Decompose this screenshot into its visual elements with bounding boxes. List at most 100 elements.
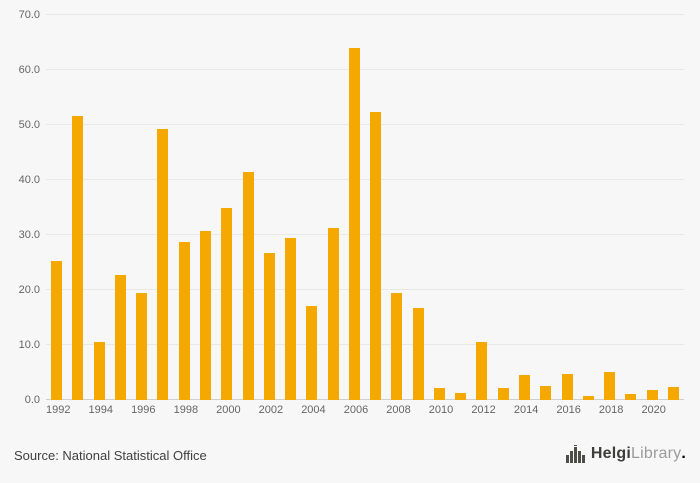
bar-slot xyxy=(365,15,386,400)
bar-2020[interactable] xyxy=(646,389,658,400)
bar-slot xyxy=(641,15,662,400)
bar-2007[interactable] xyxy=(370,112,382,400)
x-tick-label: 2012 xyxy=(471,404,496,416)
bar-slot xyxy=(89,15,110,400)
x-tick-label xyxy=(326,404,344,416)
bar-slot xyxy=(663,15,684,400)
x-tick-label xyxy=(241,404,259,416)
bar-slot xyxy=(301,15,322,400)
bar-1999[interactable] xyxy=(199,230,211,400)
x-tick-label: 1996 xyxy=(131,404,156,416)
gridline xyxy=(46,14,684,15)
bar-2001[interactable] xyxy=(242,171,254,400)
gridline xyxy=(46,289,684,290)
bar-slot xyxy=(174,15,195,400)
x-tick-label xyxy=(623,404,641,416)
bar-slot xyxy=(152,15,173,400)
bar-2015[interactable] xyxy=(540,385,552,400)
gridline xyxy=(46,179,684,180)
bar-slot xyxy=(322,15,343,400)
x-tick-label xyxy=(666,404,684,416)
x-tick-label: 1998 xyxy=(173,404,199,416)
y-tick-label: 10.0 xyxy=(18,339,40,351)
bar-2021[interactable] xyxy=(667,386,679,400)
x-axis-line xyxy=(46,399,684,400)
bar-2013[interactable] xyxy=(497,388,509,400)
bars xyxy=(46,15,684,400)
bar-1993[interactable] xyxy=(72,115,84,400)
bar-slot xyxy=(344,15,365,400)
bar-1992[interactable] xyxy=(51,261,63,400)
bar-2016[interactable] xyxy=(561,374,573,400)
bar-1997[interactable] xyxy=(157,129,169,400)
gridline xyxy=(46,234,684,235)
bar-2019[interactable] xyxy=(625,393,637,400)
bar-2005[interactable] xyxy=(327,227,339,400)
x-tick-label xyxy=(496,404,514,416)
bar-1995[interactable] xyxy=(114,274,126,400)
brand-part-helgi: Helgi xyxy=(590,445,632,462)
bar-2014[interactable] xyxy=(518,375,530,400)
bar-2018[interactable] xyxy=(604,371,616,400)
x-tick-label: 2020 xyxy=(641,404,666,416)
x-tick-label xyxy=(453,404,471,416)
plot-area xyxy=(46,14,684,400)
x-tick-label xyxy=(411,404,429,416)
x-tick-label xyxy=(70,404,88,416)
helgi-library-logo[interactable]: HelgiLibrary. xyxy=(565,445,686,463)
bar-slot xyxy=(110,15,131,400)
x-tick-label: 1994 xyxy=(88,404,114,416)
brand-dot: . xyxy=(681,445,686,462)
bar-2008[interactable] xyxy=(391,292,403,400)
bar-slot xyxy=(259,15,280,400)
bar-2003[interactable] xyxy=(285,238,297,400)
brand-name: HelgiLibrary. xyxy=(591,445,686,463)
bar-slot xyxy=(471,15,492,400)
bar-2012[interactable] xyxy=(476,342,488,400)
bar-2006[interactable] xyxy=(348,48,360,400)
y-tick-label: 20.0 xyxy=(18,284,40,296)
x-tick-label: 2016 xyxy=(556,404,581,416)
x-tick-label: 2014 xyxy=(513,404,539,416)
y-tick-label: 70.0 xyxy=(18,9,40,21)
bar-slot xyxy=(429,15,450,400)
bar-slot xyxy=(599,15,620,400)
brand-part-library: Library xyxy=(631,445,682,462)
bar-slot xyxy=(195,15,216,400)
x-tick-label: 2006 xyxy=(343,404,369,416)
bar-slot xyxy=(620,15,641,400)
x-tick-label: 2018 xyxy=(598,404,624,416)
bar-1996[interactable] xyxy=(136,292,148,400)
x-tick-label: 2000 xyxy=(216,404,241,416)
gridline xyxy=(46,344,684,345)
bar-slot xyxy=(493,15,514,400)
gridline xyxy=(46,124,684,125)
x-tick-label xyxy=(283,404,301,416)
bar-1998[interactable] xyxy=(178,241,190,400)
bar-1994[interactable] xyxy=(93,342,105,400)
bar-2000[interactable] xyxy=(221,207,233,400)
y-axis-labels: 0.0 10.0 20.0 30.0 40.0 50.0 60.0 70.0 xyxy=(0,9,40,406)
bar-slot xyxy=(46,15,67,400)
bar-slot xyxy=(450,15,471,400)
bar-2009[interactable] xyxy=(412,308,424,400)
x-tick-label xyxy=(156,404,174,416)
x-axis-labels: 1992 1994 1996 1998 2000 2002 2004 2006 2008 2010… xyxy=(46,404,684,416)
bar-2002[interactable] xyxy=(263,253,275,400)
bar-2011[interactable] xyxy=(455,393,467,400)
y-tick-label: 50.0 xyxy=(18,119,40,131)
x-tick-label xyxy=(198,404,216,416)
gridline xyxy=(46,69,684,70)
x-tick-label: 2010 xyxy=(428,404,454,416)
bar-slot xyxy=(280,15,301,400)
y-tick-label: 0.0 xyxy=(24,394,40,406)
bar-slot xyxy=(386,15,407,400)
bar-2010[interactable] xyxy=(433,387,445,400)
x-tick-label: 1992 xyxy=(46,404,71,416)
x-tick-label xyxy=(581,404,599,416)
y-tick-label: 40.0 xyxy=(18,174,40,186)
bar-2004[interactable] xyxy=(306,305,318,400)
bar-2017[interactable] xyxy=(582,395,594,400)
y-tick-label: 60.0 xyxy=(18,64,40,76)
